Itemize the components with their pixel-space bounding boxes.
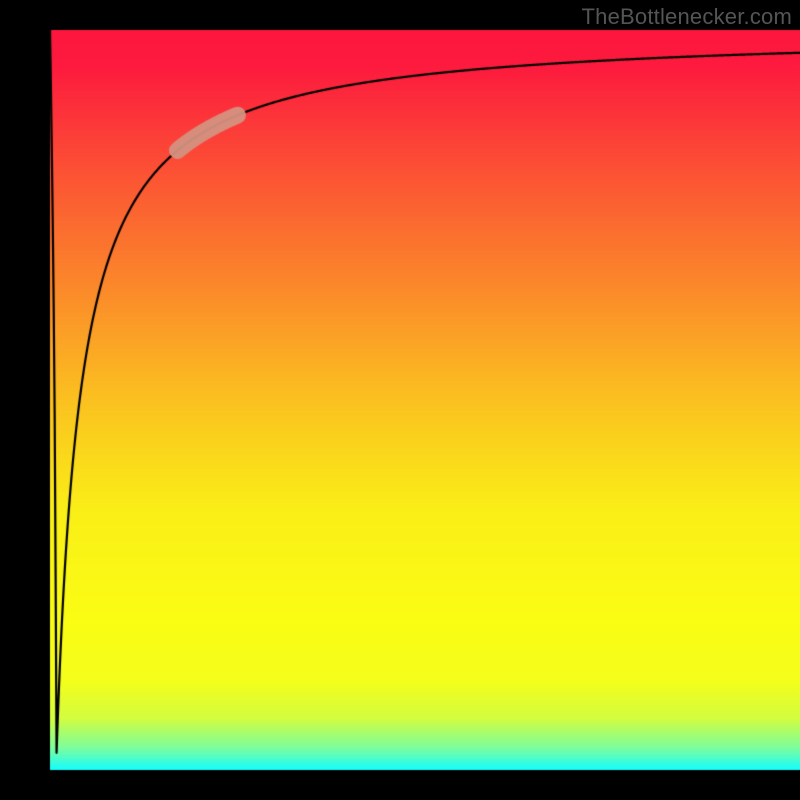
chart-container: TheBottlenecker.com [0, 0, 800, 800]
bottleneck-chart [0, 0, 800, 800]
watermark-text: TheBottlenecker.com [582, 4, 792, 30]
